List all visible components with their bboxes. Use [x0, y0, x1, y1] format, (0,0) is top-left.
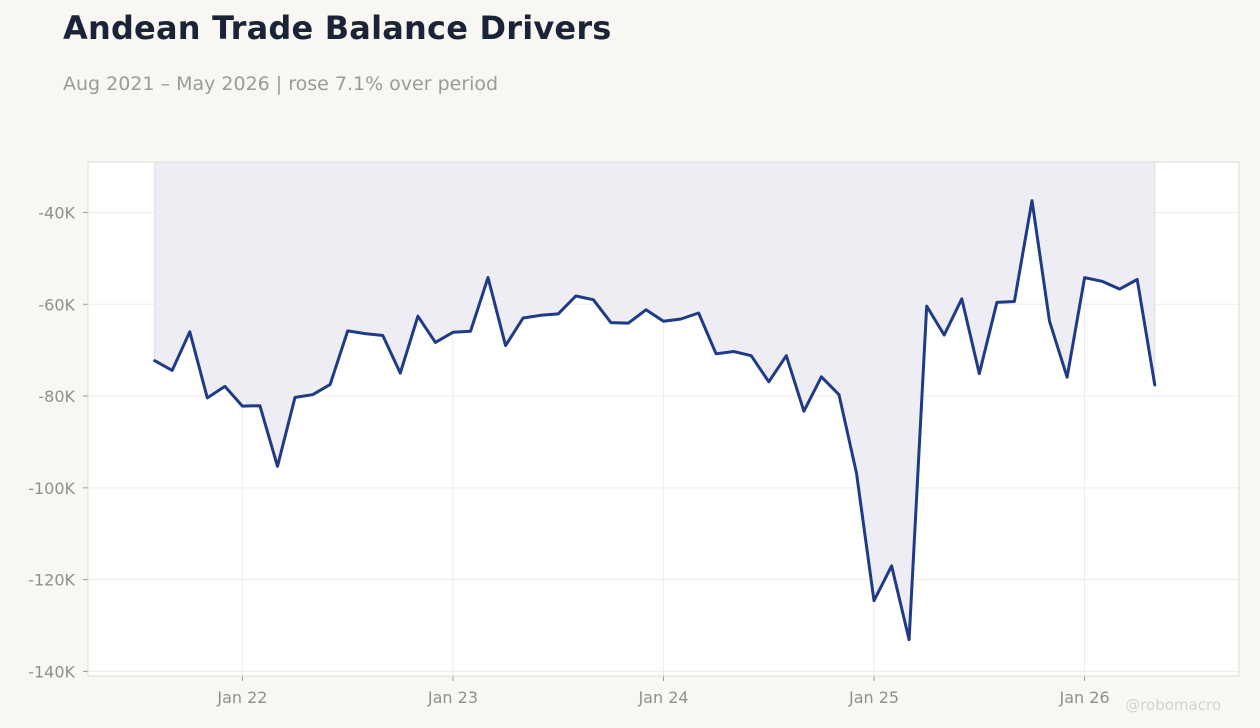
x-tick-label: Jan 22	[216, 688, 267, 707]
x-tick-label: Jan 23	[427, 688, 478, 707]
x-tick-label: Jan 26	[1059, 688, 1110, 707]
y-tick-label: -140K	[28, 662, 75, 681]
watermark: @robomacro	[1125, 696, 1221, 714]
chart-subtitle: Aug 2021 – May 2026 | rose 7.1% over per…	[63, 73, 499, 95]
y-tick-label: -100K	[28, 479, 75, 498]
y-tick-label: -80K	[38, 387, 75, 406]
x-axis-ticks: Jan 22 Jan 23 Jan 24 Jan 25 Jan 26	[216, 676, 1110, 707]
x-tick-label: Jan 25	[848, 688, 899, 707]
series-line	[153, 199, 1157, 642]
plot-frame	[87, 161, 1240, 677]
chart-title: Andean Trade Balance Drivers	[63, 9, 612, 47]
y-axis-ticks: -40K -60K -80K -100K -120K -140K	[28, 203, 88, 681]
y-tick-label: -40K	[38, 203, 75, 222]
y-tick-label: -60K	[38, 295, 75, 314]
x-tick-label: Jan 24	[637, 688, 688, 707]
y-tick-label: -120K	[28, 571, 75, 590]
